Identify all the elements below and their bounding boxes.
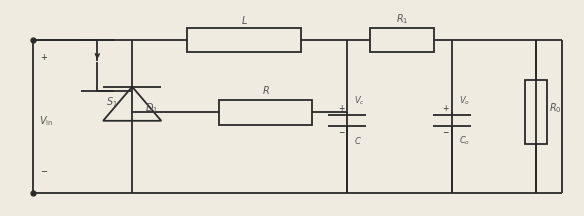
Text: $V_o$: $V_o$ [459,94,470,107]
Text: $V_c$: $V_c$ [354,94,365,107]
Bar [370,27,434,52]
Text: −: − [443,128,449,137]
Text: −: − [338,128,345,137]
Text: +: + [443,104,449,113]
Text: $R$: $R$ [262,84,270,96]
Bar [187,27,301,52]
Text: $R_1$: $R_1$ [396,12,409,26]
Text: $S_1$: $S_1$ [106,95,118,109]
Bar [525,80,547,144]
Polygon shape [103,87,161,121]
Text: $V_{\rm in}$: $V_{\rm in}$ [39,114,54,128]
Bar [220,100,312,125]
Text: $L$: $L$ [241,14,248,26]
Text: $C_o$: $C_o$ [459,135,470,147]
Text: −: − [40,167,47,176]
Text: +: + [338,104,345,113]
Text: $R_0$: $R_0$ [549,101,562,115]
Text: $C$: $C$ [354,135,362,146]
Text: $D_1$: $D_1$ [145,101,158,115]
Text: +: + [40,52,47,62]
